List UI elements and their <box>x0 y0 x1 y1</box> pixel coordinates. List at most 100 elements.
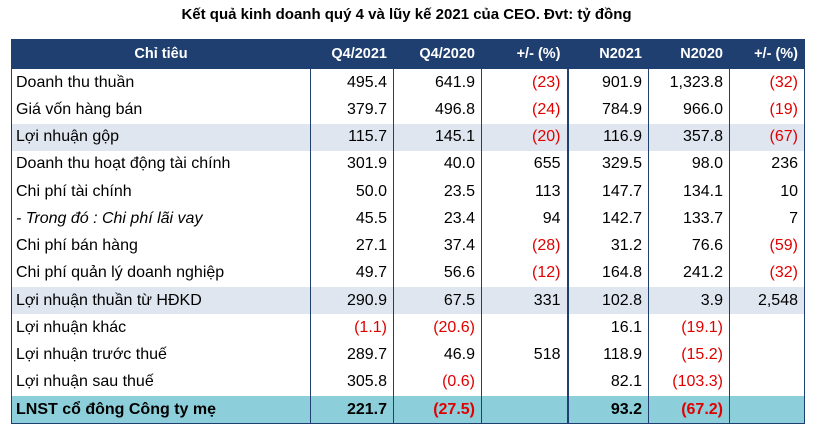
table-cell: 305.8 <box>310 368 394 396</box>
table-cell: 16.1 <box>566 314 649 342</box>
table-cell: 379.7 <box>310 96 394 124</box>
table-cell: (23) <box>481 68 568 97</box>
table-cell: 2,548 <box>729 287 805 315</box>
table-row: - Trong đó : Chi phí lãi vay 45.5 23.4 94 14… <box>11 205 805 233</box>
column-header: Q4/2020 <box>393 39 482 69</box>
table-row: Chi phí tài chính 50.0 23.5 113 147.7 134.1 10 <box>11 178 805 206</box>
table-cell: 3.9 <box>648 287 730 315</box>
table-cell: 67.5 <box>393 287 482 315</box>
table-cell <box>729 396 805 425</box>
table-row: Lợi nhuận trước thuế 289.7 46.9 518 118.9 (15… <box>11 341 805 369</box>
table-cell: (27.5) <box>393 396 482 425</box>
table-row: Lợi nhuận thuần từ HĐKD 290.9 67.5 331 102.8… <box>11 287 805 315</box>
table-row: Doanh thu hoạt động tài chính 301.9 40.0 65… <box>11 150 805 178</box>
column-header: N2021 <box>566 39 649 69</box>
table-cell: 221.7 <box>310 396 394 425</box>
table-cell: 27.1 <box>310 232 394 260</box>
table-cell: (1.1) <box>310 314 394 342</box>
table-cell: 50.0 <box>310 178 394 206</box>
table-cell: 901.9 <box>566 68 649 97</box>
table-cell: 134.1 <box>648 178 730 206</box>
table-cell: 329.5 <box>566 150 649 178</box>
table-cell: 641.9 <box>393 68 482 97</box>
table-cell: 45.5 <box>310 205 394 233</box>
table-row: Giá vốn hàng bán 379.7 496.8 (24) 784.9 966.0… <box>11 96 805 124</box>
row-label: Chi phí bán hàng <box>11 232 311 260</box>
table-cell: 1,323.8 <box>648 68 730 97</box>
table-cell: 118.9 <box>566 341 649 369</box>
table-cell: (28) <box>481 232 568 260</box>
table-cell: 7 <box>729 205 805 233</box>
table-cell: 236 <box>729 150 805 178</box>
table-cell: 49.7 <box>310 259 394 287</box>
table-cell <box>481 368 568 396</box>
table-cell: 495.4 <box>310 68 394 97</box>
table-row: Chi phí quản lý doanh nghiệp 49.7 56.6 (12)… <box>11 259 805 287</box>
table-cell: 142.7 <box>566 205 649 233</box>
row-label: Chi phí quản lý doanh nghiệp <box>11 259 311 287</box>
table-cell: 93.2 <box>566 396 649 425</box>
table-cell: (19) <box>729 96 805 124</box>
table-cell: (59) <box>729 232 805 260</box>
table-cell: 23.4 <box>393 205 482 233</box>
table-cell: (24) <box>481 96 568 124</box>
table-cell: 37.4 <box>393 232 482 260</box>
row-label: Giá vốn hàng bán <box>11 96 311 124</box>
table-cell: (20.6) <box>393 314 482 342</box>
column-header: Q4/2021 <box>310 39 394 69</box>
table-cell: 102.8 <box>566 287 649 315</box>
table-cell: 289.7 <box>310 341 394 369</box>
column-header: +/- (%) <box>481 39 568 69</box>
table-cell: 82.1 <box>566 368 649 396</box>
table-cell: (19.1) <box>648 314 730 342</box>
table-cell: 133.7 <box>648 205 730 233</box>
table-cell: 145.1 <box>393 123 482 151</box>
column-header: Chỉ tiêu <box>11 39 311 69</box>
table-cell: 23.5 <box>393 178 482 206</box>
financial-results-table: Chỉ tiêu Q4/2021 Q4/2020 +/- (%) N2021 N… <box>11 39 805 425</box>
table-cell <box>729 314 805 342</box>
table-cell: 94 <box>481 205 568 233</box>
table-row: Chi phí bán hàng 27.1 37.4 (28) 31.2 76.6 (59) <box>11 232 805 260</box>
table-cell: 518 <box>481 341 568 369</box>
row-label: Lợi nhuận thuần từ HĐKD <box>11 287 311 315</box>
table-cell <box>481 396 568 425</box>
row-label: Lợi nhuận trước thuế <box>11 341 311 369</box>
table-cell: (32) <box>729 259 805 287</box>
table-cell: (103.3) <box>648 368 730 396</box>
table-cell: 290.9 <box>310 287 394 315</box>
table-cell <box>729 368 805 396</box>
table-cell: (12) <box>481 259 568 287</box>
table-row: LNST cổ đông Công ty mẹ 221.7 (27.5) 93.2 (6… <box>11 396 805 425</box>
table-cell: 116.9 <box>566 123 649 151</box>
row-label: LNST cổ đông Công ty mẹ <box>11 396 311 425</box>
table-cell: 496.8 <box>393 96 482 124</box>
table-cell: (67) <box>729 123 805 151</box>
row-label: Lợi nhuận gộp <box>11 123 311 151</box>
row-label: - Trong đó : Chi phí lãi vay <box>11 205 311 233</box>
row-label: Doanh thu hoạt động tài chính <box>11 150 311 178</box>
table-cell: 147.7 <box>566 178 649 206</box>
table-cell <box>481 314 568 342</box>
table-cell: 301.9 <box>310 150 394 178</box>
table-cell: (67.2) <box>648 396 730 425</box>
table-cell: 31.2 <box>566 232 649 260</box>
column-header: N2020 <box>648 39 730 69</box>
table-cell: 40.0 <box>393 150 482 178</box>
table-cell: 46.9 <box>393 341 482 369</box>
table-cell: 56.6 <box>393 259 482 287</box>
table-cell: (32) <box>729 68 805 97</box>
table-row: Lợi nhuận sau thuế 305.8 (0.6) 82.1 (103.3) <box>11 368 805 396</box>
table-cell: (15.2) <box>648 341 730 369</box>
table-cell <box>729 341 805 369</box>
table-cell: 357.8 <box>648 123 730 151</box>
table-row: Lợi nhuận gộp 115.7 145.1 (20) 116.9 357.8 (67… <box>11 123 805 151</box>
table-cell: 655 <box>481 150 568 178</box>
row-label: Doanh thu thuần <box>11 68 311 97</box>
row-label: Lợi nhuận khác <box>11 314 311 342</box>
row-label: Chi phí tài chính <box>11 178 311 206</box>
table-cell: 966.0 <box>648 96 730 124</box>
table-cell: 98.0 <box>648 150 730 178</box>
row-label: Lợi nhuận sau thuế <box>11 368 311 396</box>
table-cell: 784.9 <box>566 96 649 124</box>
